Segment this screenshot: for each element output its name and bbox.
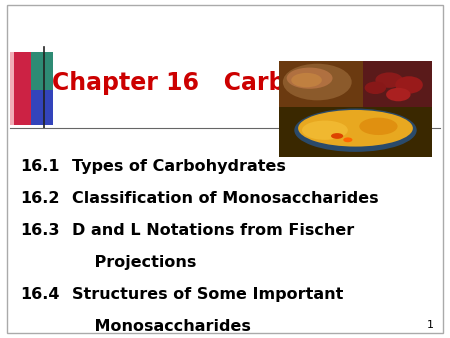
Text: 16.2: 16.2 xyxy=(20,191,60,206)
Ellipse shape xyxy=(395,76,423,94)
Text: D and L Notations from Fischer: D and L Notations from Fischer xyxy=(72,223,354,238)
Bar xyxy=(363,61,432,109)
Bar xyxy=(279,61,363,109)
Text: Types of Carbohydrates: Types of Carbohydrates xyxy=(72,159,286,174)
Ellipse shape xyxy=(298,110,413,147)
Text: 16.3: 16.3 xyxy=(20,223,60,238)
Text: 1: 1 xyxy=(427,319,434,330)
Ellipse shape xyxy=(364,81,386,94)
Ellipse shape xyxy=(386,88,410,101)
Bar xyxy=(26,52,53,90)
Text: Classification of Monosaccharides: Classification of Monosaccharides xyxy=(72,191,378,206)
Ellipse shape xyxy=(343,138,352,142)
Text: 16.1: 16.1 xyxy=(20,159,60,174)
Bar xyxy=(26,90,53,125)
Bar xyxy=(10,52,27,125)
Bar xyxy=(14,52,31,125)
Text: 16.4: 16.4 xyxy=(20,287,60,302)
Text: Chapter 16   Carbohydrates: Chapter 16 Carbohydrates xyxy=(52,71,419,95)
Ellipse shape xyxy=(302,121,348,140)
Ellipse shape xyxy=(294,108,417,152)
Bar xyxy=(279,107,432,157)
Ellipse shape xyxy=(331,133,343,139)
Text: Structures of Some Important: Structures of Some Important xyxy=(72,287,343,302)
Ellipse shape xyxy=(287,68,333,89)
Text: Projections: Projections xyxy=(72,255,196,270)
Ellipse shape xyxy=(291,73,322,87)
Ellipse shape xyxy=(283,64,352,100)
Text: Monosaccharides: Monosaccharides xyxy=(72,319,251,334)
Ellipse shape xyxy=(359,118,398,135)
Ellipse shape xyxy=(375,72,403,88)
